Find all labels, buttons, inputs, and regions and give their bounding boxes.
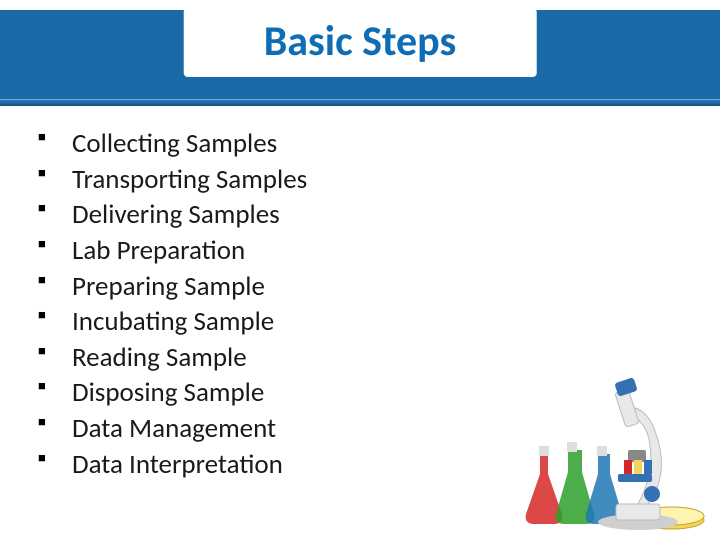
microscope-icon [520,354,710,534]
list-item: Incubating Sample [38,304,700,340]
list-item: Preparing Sample [38,269,700,305]
list-item: Collecting Samples [38,126,700,162]
slide-title: Basic Steps [264,16,457,67]
header-band: Basic Steps [0,0,720,100]
list-item: Lab Preparation [38,233,700,269]
list-item: Delivering Samples [38,197,700,233]
list-item: Transporting Samples [38,162,700,198]
title-container: Basic Steps [184,8,537,77]
